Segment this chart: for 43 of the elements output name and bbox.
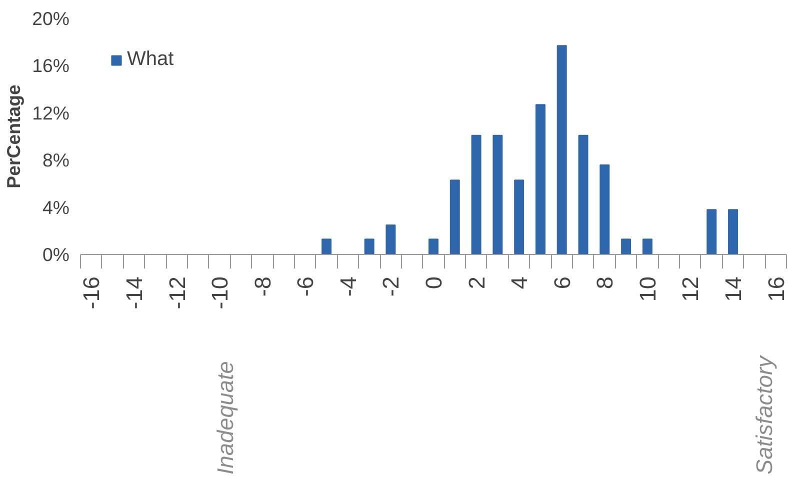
y-tick-label: 20% bbox=[32, 8, 70, 29]
text: Satisfactory bbox=[750, 354, 777, 474]
bar bbox=[642, 238, 652, 254]
text: Inadequate bbox=[212, 361, 238, 474]
bar bbox=[535, 104, 546, 254]
x-tick-label: -10 bbox=[206, 276, 233, 310]
bar bbox=[471, 134, 482, 254]
x-tick-label: 12 bbox=[677, 276, 704, 302]
x-tick-label: -16 bbox=[78, 276, 104, 310]
x-tick-label: 16 bbox=[762, 276, 789, 302]
bar bbox=[322, 238, 332, 254]
bar bbox=[428, 238, 438, 254]
x-tick-label: 4 bbox=[506, 276, 532, 290]
y-tick-label: 0% bbox=[42, 244, 70, 265]
bar bbox=[706, 209, 717, 254]
bar bbox=[600, 164, 610, 254]
legend-label: What bbox=[127, 48, 174, 71]
y-tick-label: 4% bbox=[42, 196, 70, 218]
x-tick-label: -14 bbox=[120, 276, 147, 310]
x-tick-label: -6 bbox=[292, 276, 318, 297]
bar bbox=[492, 134, 503, 254]
y-tick-label: 12% bbox=[32, 102, 70, 124]
x-tick-label: -2 bbox=[378, 276, 404, 297]
x-tick-label: -4 bbox=[334, 276, 361, 297]
bar bbox=[386, 224, 396, 254]
x-tick-label: 2 bbox=[463, 276, 490, 290]
bar bbox=[364, 238, 374, 254]
x-tick-label: 14 bbox=[720, 276, 746, 302]
bar bbox=[556, 45, 567, 254]
y-tick-label: 16% bbox=[32, 55, 70, 76]
x-tick-label: 0 bbox=[420, 276, 446, 290]
x-tick-label: 6 bbox=[548, 276, 575, 290]
bar bbox=[621, 238, 632, 254]
x-tick-label: 10 bbox=[634, 276, 660, 302]
bar bbox=[728, 209, 738, 254]
bar bbox=[450, 180, 460, 254]
bar bbox=[514, 180, 524, 254]
bar bbox=[578, 134, 588, 254]
x-tick-label: 8 bbox=[592, 276, 618, 290]
x-tick-label: -12 bbox=[164, 276, 190, 310]
x-tick-label: -8 bbox=[249, 276, 276, 297]
y-axis-title: PerCentage bbox=[3, 84, 24, 188]
y-tick-label: 8% bbox=[42, 150, 70, 171]
